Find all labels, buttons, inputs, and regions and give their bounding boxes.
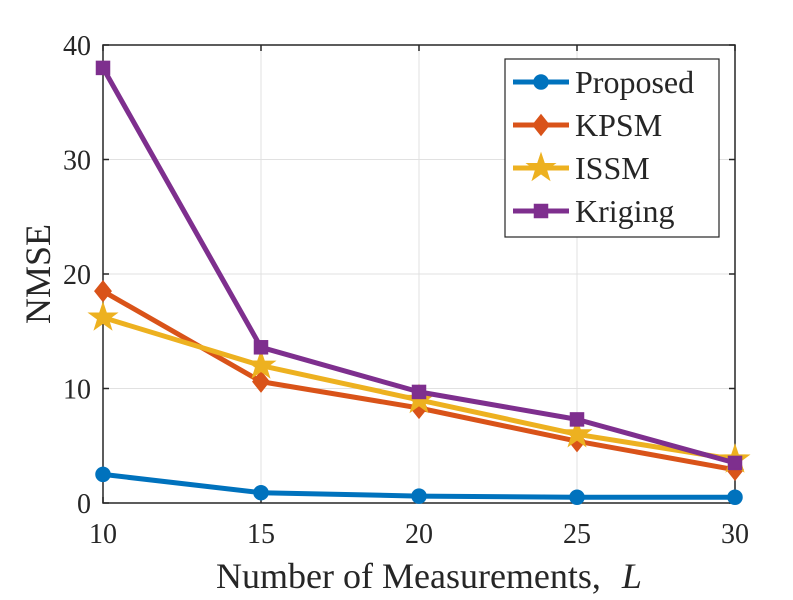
data-point-kriging	[569, 412, 585, 427]
legend-item-kriging: Kriging	[513, 193, 675, 229]
legend-item-proposed: Proposed	[513, 64, 694, 100]
legend-label: Proposed	[575, 64, 694, 100]
data-point-issm	[245, 349, 277, 379]
data-point-kpsm	[94, 279, 112, 303]
y-tick-label: 40	[63, 31, 91, 62]
legend-label: Kriging	[575, 193, 675, 229]
y-axis-title: NMSE	[18, 224, 58, 324]
data-point-proposed	[569, 489, 585, 506]
data-point-proposed	[95, 466, 111, 483]
y-tick-label: 0	[77, 489, 91, 520]
legend-marker	[533, 203, 549, 219]
series	[87, 60, 751, 506]
data-point-kpsm	[252, 370, 270, 393]
x-tick-label: 10	[89, 519, 117, 550]
legend-marker	[533, 74, 549, 90]
data-point-proposed	[411, 488, 427, 504]
x-tick-label: 30	[721, 519, 749, 550]
series-kriging	[95, 60, 743, 471]
legend: Proposed KPSM ISSM Kriging	[504, 58, 720, 238]
data-point-kriging	[727, 455, 743, 471]
x-tick-label: 25	[563, 519, 591, 550]
y-tick-label: 20	[63, 260, 91, 291]
data-point-kriging	[253, 340, 269, 355]
legend-item-kpsm: KPSM	[513, 107, 662, 143]
y-tick-label: 10	[63, 375, 91, 406]
x-axis-title-symbol: L	[621, 556, 642, 595]
data-point-kriging	[95, 60, 111, 76]
data-point-issm	[87, 301, 119, 331]
data-point-issm	[561, 417, 593, 448]
x-tick-label: 15	[247, 519, 275, 550]
x-axis-title: Number of Measurements, L	[216, 556, 642, 595]
legend-marker	[525, 151, 557, 182]
data-point-proposed	[727, 489, 743, 506]
x-axis-title-text: Number of Measurements,	[216, 556, 601, 595]
data-point-proposed	[253, 484, 269, 501]
data-point-kriging	[411, 384, 427, 400]
legend-item-issm: ISSM	[513, 150, 650, 186]
legend-label: ISSM	[575, 150, 650, 186]
series-proposed	[95, 466, 743, 506]
legend-marker	[532, 113, 550, 137]
legend-label: KPSM	[575, 107, 662, 143]
y-tick-label: 30	[63, 146, 91, 177]
x-tick-label: 20	[405, 519, 433, 550]
